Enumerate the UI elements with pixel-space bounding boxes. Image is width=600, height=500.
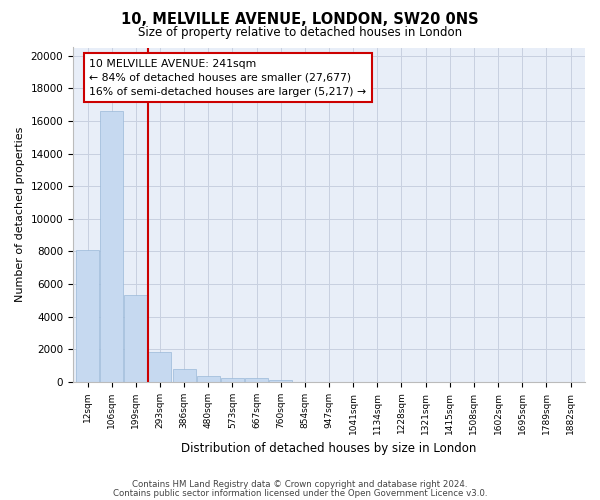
Text: Contains HM Land Registry data © Crown copyright and database right 2024.: Contains HM Land Registry data © Crown c… — [132, 480, 468, 489]
Text: 10, MELVILLE AVENUE, LONDON, SW20 0NS: 10, MELVILLE AVENUE, LONDON, SW20 0NS — [121, 12, 479, 28]
Bar — [148, 352, 172, 382]
Text: Contains public sector information licensed under the Open Government Licence v3: Contains public sector information licen… — [113, 488, 487, 498]
X-axis label: Distribution of detached houses by size in London: Distribution of detached houses by size … — [181, 442, 477, 455]
Text: Size of property relative to detached houses in London: Size of property relative to detached ho… — [138, 26, 462, 39]
Bar — [173, 369, 196, 382]
Bar — [197, 376, 220, 382]
Bar — [76, 250, 99, 382]
Bar — [269, 380, 292, 382]
Y-axis label: Number of detached properties: Number of detached properties — [15, 127, 25, 302]
Bar — [221, 378, 244, 382]
Bar — [124, 296, 147, 382]
Bar — [245, 378, 268, 382]
Bar — [100, 111, 123, 382]
Text: 10 MELVILLE AVENUE: 241sqm
← 84% of detached houses are smaller (27,677)
16% of : 10 MELVILLE AVENUE: 241sqm ← 84% of deta… — [89, 59, 367, 97]
